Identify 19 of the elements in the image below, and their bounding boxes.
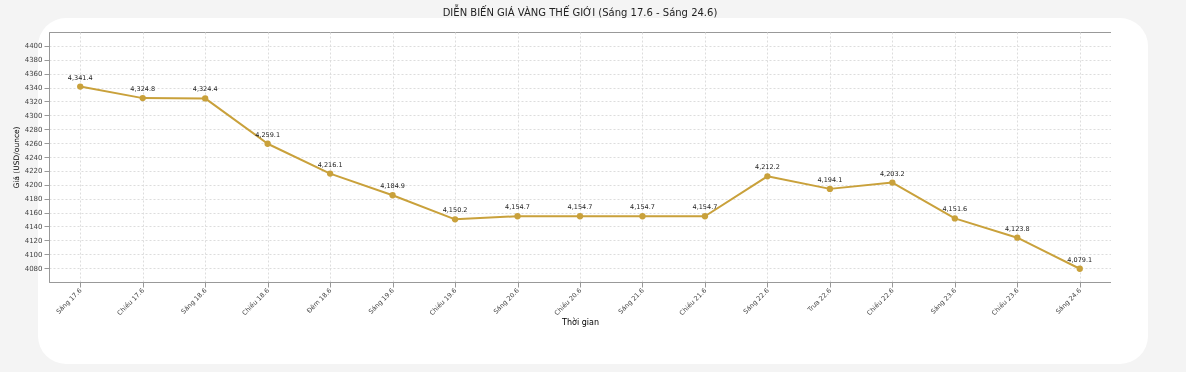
point (951, 215, 958, 222)
point (139, 94, 146, 102)
point (764, 173, 771, 180)
point (1076, 265, 1083, 272)
point (701, 213, 709, 220)
chart-title: DIỄN BIẾN GIÁ VÀNG THẾ GIỚI (Sáng 17.6 - Sáng 24.6) (442, 4, 718, 18)
point (202, 95, 209, 102)
point (1014, 234, 1021, 241)
point (451, 216, 459, 223)
point (77, 83, 84, 90)
point (326, 170, 334, 177)
point (389, 192, 396, 199)
x-axis-title: Thời gian (561, 316, 599, 327)
point (639, 213, 646, 220)
point (889, 179, 896, 186)
point (514, 213, 521, 220)
point (826, 185, 834, 193)
point (264, 140, 271, 147)
point (576, 213, 584, 220)
